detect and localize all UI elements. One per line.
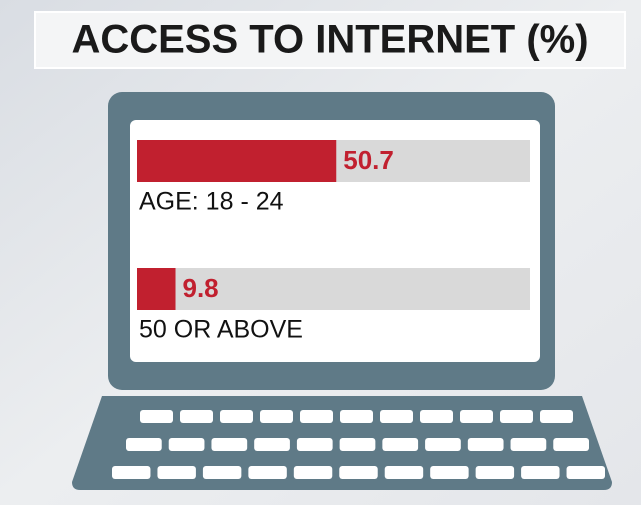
- key: [294, 466, 332, 479]
- key: [521, 466, 559, 479]
- key: [340, 438, 376, 451]
- category-label: 50 OR ABOVE: [139, 316, 303, 344]
- key: [420, 410, 453, 423]
- key: [203, 466, 241, 479]
- key: [140, 410, 173, 423]
- category-label: AGE: 18 - 24: [139, 188, 284, 216]
- key: [126, 438, 162, 451]
- value-label: 9.8: [183, 273, 219, 303]
- key: [385, 466, 423, 479]
- key: [460, 410, 493, 423]
- key: [339, 466, 377, 479]
- key: [248, 466, 286, 479]
- key: [567, 466, 605, 479]
- chart-title: ACCESS TO INTERNET (%): [71, 18, 588, 62]
- key: [511, 438, 547, 451]
- key: [382, 438, 418, 451]
- key: [180, 410, 213, 423]
- bar: [137, 140, 336, 182]
- key: [112, 466, 150, 479]
- key: [430, 466, 468, 479]
- value-label: 50.7: [343, 145, 394, 175]
- key: [297, 438, 333, 451]
- key: [254, 438, 290, 451]
- key: [157, 466, 195, 479]
- key: [169, 438, 205, 451]
- key: [220, 410, 253, 423]
- key: [340, 410, 373, 423]
- key: [300, 410, 333, 423]
- key: [476, 466, 514, 479]
- key: [425, 438, 461, 451]
- key: [260, 410, 293, 423]
- key: [500, 410, 533, 423]
- key: [380, 410, 413, 423]
- key: [211, 438, 247, 451]
- chart: ACCESS TO INTERNET (%) 50.7 AGE: 18 - 24 9…: [0, 0, 641, 505]
- keyboard: [112, 410, 605, 479]
- bar: [137, 268, 176, 310]
- key: [553, 438, 589, 451]
- key: [468, 438, 504, 451]
- key: [540, 410, 573, 423]
